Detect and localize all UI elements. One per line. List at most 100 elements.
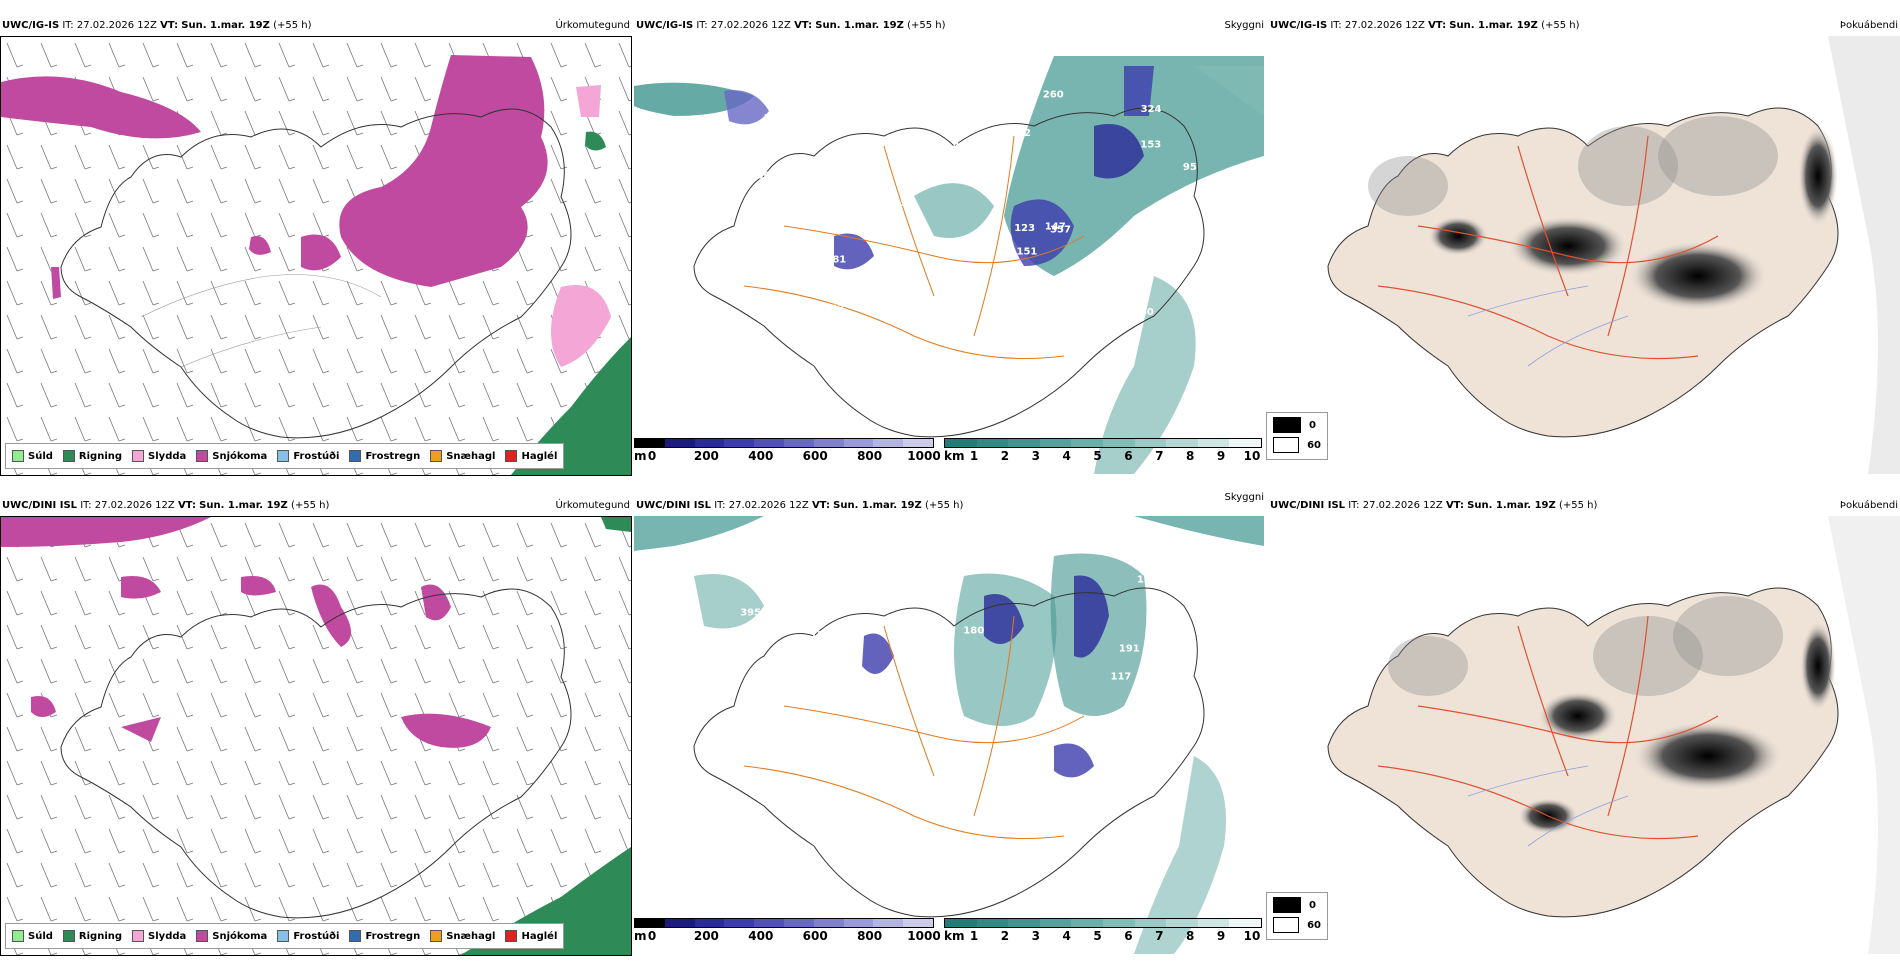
legend-item: Snjókoma [196, 930, 267, 942]
ceiling-value-label: 450 [1133, 307, 1154, 318]
colorbar-unit: m [634, 449, 647, 463]
ceiling-colorbar: m 0 200 400 600 800 1000 [634, 918, 941, 944]
title-fog: Þokuábendi [1839, 500, 1898, 511]
colorbar-segment [873, 919, 904, 927]
visibility-map: 593 135 121 180 103 116 191 281 122 120 158 395 117 4… [634, 516, 1264, 956]
colorbar-tick-label: 8 [1186, 449, 1195, 463]
ceiling-labels: 450 561 324 190 152 121 175 499 437 206 618 309 254 2… [738, 78, 1197, 332]
legend-item: Frostúði [277, 930, 339, 942]
legend-item: Rigning [62, 450, 122, 462]
fog-legend: 0 60 [1266, 892, 1328, 940]
colorbar-tick-label: 200 [693, 929, 719, 943]
colorbar-segment [1134, 439, 1167, 447]
visibility-colorbar: km 1 2 3 4 5 6 7 8 9 10 [944, 918, 1262, 944]
iceland-outline [60, 108, 572, 439]
ceiling-value-label: 191 [1119, 643, 1140, 654]
header-visibility: UWC/IG-IS IT: 27.02.2026 12Z VT: Sun. 1.… [636, 20, 946, 31]
colorbar-segment [783, 439, 814, 447]
colorbar-tick-label: 6 [1124, 929, 1133, 943]
colorbar-tick-label: 7 [1155, 449, 1164, 463]
visibility-map-svg: 5931351211801031161912811221201583951174… [634, 516, 1264, 954]
header-visibility: UWC/DINI ISL IT: 27.02.2026 12Z VT: Sun.… [636, 500, 964, 511]
ceiling-value-label: 180 [963, 626, 984, 637]
ceiling-value-label: 357 [1050, 225, 1071, 236]
colorbar-segment [1039, 439, 1072, 447]
colorbar-segment [664, 919, 695, 927]
colorbar-segment [903, 919, 933, 927]
legend-label: Snjókoma [212, 930, 268, 942]
fog-legend-label: 60 [1307, 919, 1321, 931]
colorbar-tick-label: 0 [647, 449, 657, 463]
ceiling-value-label: 324 [1141, 104, 1162, 115]
ceiling-value-label: 375 [800, 157, 821, 168]
colorbar-tick-label: 1 [969, 449, 979, 463]
colorbar-segment [754, 439, 784, 447]
colorbar-tick-label: 0 [647, 929, 657, 943]
legend-item: Rigning [62, 930, 123, 942]
legend-item: Frostúði [277, 450, 339, 462]
legend-label: Snæhagl [446, 450, 496, 462]
fog-map-svg [1327, 516, 1900, 954]
legend-swatch [430, 450, 443, 462]
ceiling-colorbar: m 0 200 400 600 800 1000 [634, 438, 941, 944]
fog-legend-swatch [1273, 437, 1300, 453]
colorbar-tick-label: 9 [1216, 929, 1226, 943]
title-visibility: Skyggni [1224, 20, 1264, 31]
fog-map [1268, 36, 1900, 476]
precip-map: Súld Rigning Slydda Snjókoma Frostúði Frostre… [0, 36, 632, 476]
colorbar-tick-label: 3 [1031, 929, 1040, 943]
colorbar-segment [1229, 439, 1261, 447]
header-precip: UWC/IG-IS IT: 27.02.2026 12Z VT: Sun. 1.… [2, 20, 312, 31]
legend-item: Snjókoma [196, 450, 267, 462]
colorbar-strip [634, 438, 934, 448]
row-dini-isl: UWC/DINI ISL IT: 27.02.2026 12Z VT: Sun.… [0, 492, 1900, 964]
ceiling-value-label: 421 [896, 796, 917, 807]
colorbar-segment [945, 919, 977, 927]
colorbar-tick-label: 1000 [907, 929, 941, 943]
legend-item: Súld [12, 930, 53, 942]
colorbar-segment [1134, 919, 1167, 927]
ceiling-value-label: 135 [850, 148, 871, 159]
colorbar-tick-label: 800 [857, 929, 883, 943]
colorbar-unit: km [944, 929, 965, 943]
ceiling-value-label: 499 [953, 141, 974, 152]
ceiling-value-label: 181 [825, 254, 846, 265]
colorbar-tick-label: 800 [857, 449, 883, 463]
colorbar-segment [903, 439, 933, 447]
colorbar-tick-label: 9 [1216, 449, 1226, 463]
colorbar-segment [724, 919, 755, 927]
header-precip: UWC/DINI ISL IT: 27.02.2026 12Z VT: Sun.… [2, 500, 330, 511]
precip-map: Súld Rigning Slydda Snjókoma Frostúði Frostre… [0, 516, 632, 956]
ceiling-value-label: 277 [956, 321, 977, 332]
legend-item: Snæhagl [430, 930, 495, 942]
fog-legend-label: 0 [1309, 419, 1316, 431]
legend-item: Snæhagl [430, 450, 495, 462]
colorbar-tick-label: 600 [802, 449, 828, 463]
precip-map-svg [1, 517, 631, 955]
legend-item: Haglél [505, 450, 557, 462]
fog-legend-label: 60 [1307, 439, 1321, 451]
ceiling-value-label: 95 [1183, 162, 1197, 173]
colorbar-segment [813, 439, 844, 447]
colorbar-segment [635, 919, 665, 927]
colorbar-segment [635, 439, 665, 447]
ceiling-value-label: 120 [810, 630, 831, 641]
ceiling-value-label: 309 [811, 285, 832, 296]
ceiling-value-label: 618 [738, 296, 759, 307]
colorbar-tick-label: 400 [748, 929, 774, 943]
colorbar-segment [754, 919, 784, 927]
colorbar-segment [783, 919, 814, 927]
colorbar-segment [1008, 439, 1040, 447]
colorbar-tick-label: 600 [802, 929, 828, 943]
visibility-colorbar: km 1 2 3 4 5 6 7 8 9 10 [944, 438, 1262, 944]
ceiling-value-label: 122 [1137, 575, 1158, 586]
colorbar-tick-label: 4 [1062, 929, 1071, 943]
legend-item: Súld [12, 450, 53, 462]
legend-label: Rigning [78, 930, 123, 942]
row-ig-is: UWC/IG-IS IT: 27.02.2026 12Z VT: Sun. 1.… [0, 14, 1900, 484]
legend-item: Slydda [132, 450, 186, 462]
colorbar-segment [1102, 439, 1135, 447]
ceiling-value-label: 153 [1140, 140, 1161, 151]
colorbar-tick-label: 5 [1093, 929, 1102, 943]
colorbar-segment [813, 919, 844, 927]
